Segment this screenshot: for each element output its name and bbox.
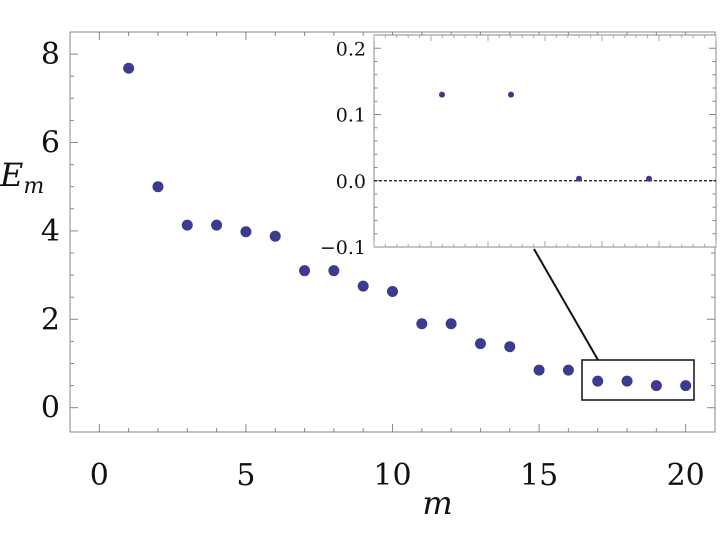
data-point (650, 380, 662, 392)
inset-y-tick-label: 0.2 (336, 38, 366, 60)
x-axis-title: m (422, 484, 452, 522)
data-point (474, 338, 486, 350)
inset-chart: −0.1 0.0 0.1 0.2 (320, 34, 717, 259)
y-axis-title: Em (0, 156, 44, 199)
data-point (299, 265, 311, 277)
y-axis-title-subscript: m (23, 174, 44, 199)
inset-y-tick-label: 0.1 (336, 105, 366, 127)
inset-data-point (508, 91, 514, 98)
y-tick-label: 0 (41, 391, 60, 426)
x-tick-label: 5 (236, 458, 255, 493)
data-point (621, 375, 633, 387)
y-tick-label: 8 (41, 37, 60, 72)
inset-data-point (646, 175, 652, 182)
inset-data-point (576, 175, 582, 182)
data-point (592, 375, 604, 387)
x-tick-label: 15 (520, 458, 558, 493)
zoom-connector-line (533, 248, 599, 361)
data-point (211, 219, 223, 231)
y-tick-label: 4 (41, 214, 60, 249)
data-point (328, 265, 340, 277)
y-tick-label: 2 (41, 302, 60, 337)
inset-plot-frame (373, 34, 717, 248)
data-point (533, 364, 545, 376)
inset-data-point (439, 91, 445, 98)
x-tick-label: 10 (373, 458, 411, 493)
data-point (152, 181, 164, 193)
data-point (680, 380, 692, 392)
x-tick-label: 20 (667, 458, 705, 493)
zoom-callout (533, 248, 695, 401)
y-tick-label: 6 (41, 125, 60, 160)
data-point (181, 219, 193, 231)
inset-y-tick-label: −0.1 (320, 237, 366, 259)
data-point (445, 318, 457, 330)
y-axis-title-symbol: E (0, 156, 23, 194)
data-point (123, 62, 135, 74)
data-point (240, 226, 252, 238)
x-tick-label: 0 (90, 458, 109, 493)
data-point (416, 318, 428, 330)
zoom-box (581, 359, 695, 401)
data-point (562, 364, 574, 376)
data-point (387, 285, 398, 297)
inset-y-tick-label: 0.0 (336, 171, 366, 193)
data-point (504, 341, 516, 353)
data-point (357, 280, 369, 292)
data-point (269, 230, 281, 242)
